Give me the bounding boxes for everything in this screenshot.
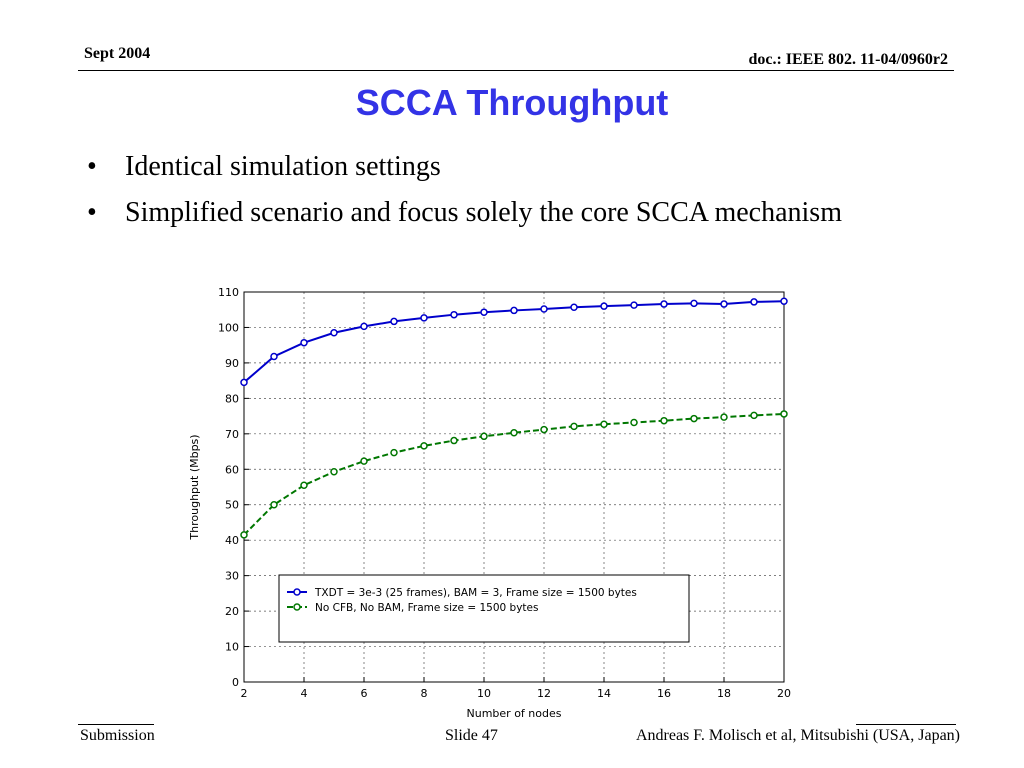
footer-slide-number: Slide 47 [445, 727, 498, 744]
series-2-point [570, 422, 578, 431]
y-tick-label: 10 [225, 641, 239, 654]
header-doc-id: doc.: IEEE 802. 11-04/0960r2 [748, 51, 948, 68]
x-tick-label: 12 [537, 687, 551, 700]
footer-submission: Submission [80, 727, 155, 744]
y-tick-label: 110 [218, 286, 239, 299]
series-2-point [240, 531, 248, 539]
bullet-item: • Simplified scenario and focus solely t… [84, 196, 904, 230]
x-tick-label: 8 [421, 687, 428, 700]
chart-svg: 2 4 6 8 10 12 14 16 18 20 0 10 20 30 40 50 60 70 80 90 100 11… [188, 286, 791, 720]
series-2-point [660, 416, 668, 425]
series-2-point [480, 432, 488, 441]
bullet-list: • Identical simulation settings • Simpli… [84, 150, 904, 242]
series-1-point [420, 314, 428, 322]
y-tick-label: 0 [232, 676, 239, 689]
series-1-point [360, 322, 368, 331]
series-2-point [720, 413, 728, 421]
series-2-point [360, 457, 368, 465]
footer-authors: Andreas F. Molisch et al, Mitsubishi (US… [635, 727, 960, 744]
x-tick-label: 6 [361, 687, 368, 700]
series-2-point [540, 425, 548, 434]
chart-legend [278, 574, 690, 643]
y-tick-label: 90 [225, 357, 239, 370]
x-tick-label: 20 [777, 687, 791, 700]
header-divider [78, 70, 954, 71]
bullet-text: Identical simulation settings [125, 151, 441, 182]
series-1-point [690, 299, 698, 308]
series-2-point [330, 468, 338, 476]
series-1-point [750, 298, 758, 306]
legend-entry: TXDT = 3e-3 (25 frames), BAM = 3, Frame … [314, 587, 637, 599]
y-tick-label: 80 [225, 392, 239, 405]
x-tick-label: 16 [657, 687, 671, 700]
y-tick-label: 50 [225, 499, 239, 512]
series-1-point [600, 302, 608, 310]
bullet-text: Simplified scenario and focus solely the… [125, 197, 842, 228]
x-tick-label: 10 [477, 687, 491, 700]
footer-divider-left [78, 724, 154, 725]
bullet-marker: • [87, 151, 97, 182]
series-2-point [270, 500, 278, 509]
y-axis-label: Throughput (Mbps) [188, 434, 201, 540]
legend-entry: No CFB, No BAM, Frame size = 1500 bytes [315, 602, 538, 614]
series-2-point [780, 410, 788, 418]
series-1-point [330, 329, 338, 337]
series-1-point [570, 303, 578, 311]
bullet-item: • Identical simulation settings [84, 150, 904, 184]
series-2-point [450, 436, 458, 445]
series-2-point [300, 481, 308, 489]
series-1-point [720, 300, 728, 308]
header-date: Sept 2004 [84, 45, 151, 62]
x-tick-label: 14 [597, 687, 611, 700]
series-1-point [270, 352, 278, 361]
footer-divider-right [856, 724, 956, 725]
series-1-point [300, 338, 308, 347]
y-tick-label: 100 [218, 321, 239, 334]
legend-swatch-marker [293, 603, 301, 611]
series-1-point [780, 297, 788, 305]
throughput-chart: 2 4 6 8 10 12 14 16 18 20 0 10 20 30 40 50 60 70 80 90 100 11… [184, 280, 804, 720]
y-tick-label: 40 [225, 534, 239, 547]
series-2-point [420, 442, 428, 450]
series-1-point [240, 378, 248, 387]
plot-frame [243, 291, 785, 683]
y-tick-label: 70 [225, 428, 239, 441]
series-2-point [600, 420, 608, 428]
series-2-point [750, 411, 758, 420]
series-2-point [630, 418, 638, 427]
x-axis-label: Number of nodes [467, 707, 562, 720]
series-1-point [660, 300, 668, 308]
series-2-point [690, 414, 698, 423]
x-tick-label: 2 [241, 687, 248, 700]
series-1-point [540, 305, 548, 313]
series-1-point [480, 308, 488, 316]
slide-title: SCCA Throughput [355, 82, 669, 123]
y-tick-label: 60 [225, 463, 239, 476]
series-2-point [390, 448, 398, 457]
series-2-point [510, 429, 518, 437]
y-tick-label: 20 [225, 605, 239, 618]
bullet-marker: • [87, 197, 97, 228]
legend-swatch-marker [293, 588, 301, 596]
series-1-point [630, 301, 638, 309]
y-tick-label: 30 [225, 570, 239, 583]
series-1-point [450, 310, 458, 319]
x-tick-label: 4 [301, 687, 308, 700]
series-1-point [390, 317, 398, 326]
x-tick-label: 18 [717, 687, 731, 700]
series-1-point [510, 306, 518, 315]
